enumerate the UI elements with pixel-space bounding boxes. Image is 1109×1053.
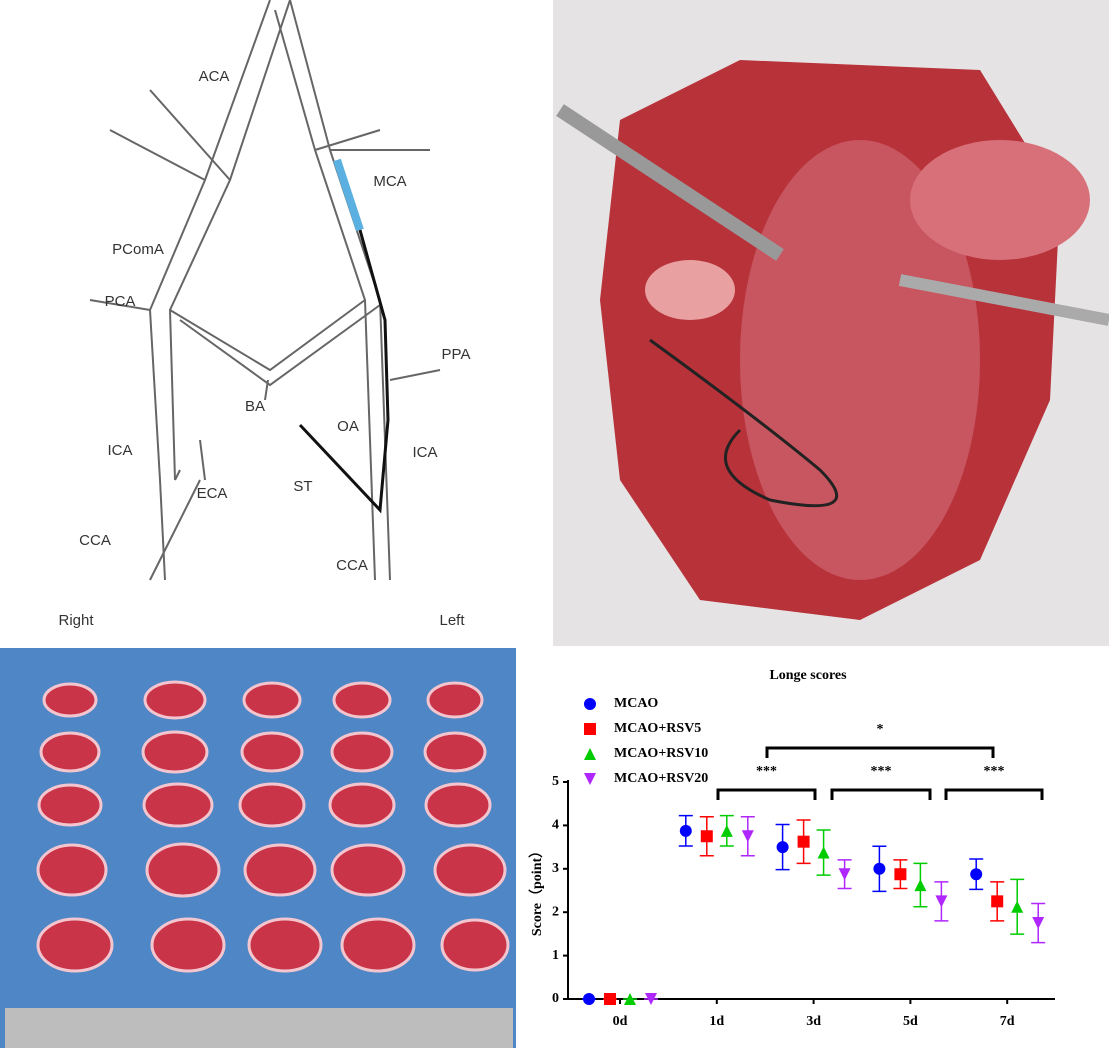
x-tick-label: 7d	[1000, 1014, 1015, 1029]
y-tick-label: 5	[552, 774, 559, 789]
chart: Longe scores Score（point） 0 1 2 3 4 5 0d 1d 3d 5d…	[529, 668, 1055, 1029]
marker	[584, 773, 596, 785]
surgery-photo	[553, 0, 1109, 646]
y-tick-label: 1	[552, 948, 559, 963]
vessel-diagram: ACA MCA PComA PCA PPA BA OA ICA ICA ECA ST CCA CCA Ri…	[58, 0, 470, 629]
significance-bracket	[765, 746, 995, 758]
diagram-label: CCA	[79, 532, 111, 549]
legend-label: MCAO	[614, 696, 658, 711]
diagram-label: ECA	[197, 485, 228, 502]
marker	[700, 830, 713, 843]
x-tick-label: 0d	[613, 1014, 628, 1029]
diagram-label: PPA	[442, 346, 471, 363]
diagram-label: ACA	[199, 68, 230, 85]
marker	[645, 993, 657, 1005]
x-tick-label: 3d	[806, 1014, 821, 1029]
diagram-label: ST	[293, 478, 312, 495]
diagram-label: ICA	[412, 444, 437, 461]
marker	[776, 841, 789, 854]
significance-label: ***	[756, 764, 777, 779]
marker	[970, 868, 983, 881]
y-axis-label: Score（point）	[529, 844, 545, 936]
x-tick-label: 5d	[903, 1014, 918, 1029]
x-tick-label: 1d	[709, 1014, 724, 1029]
significance-label: ***	[984, 764, 1005, 779]
marker	[991, 895, 1004, 908]
y-tick-label: 0	[552, 991, 559, 1006]
marker	[894, 868, 907, 881]
marker	[741, 830, 754, 843]
marker	[914, 879, 927, 892]
marker	[935, 895, 948, 908]
significance-bracket	[716, 788, 817, 800]
marker	[838, 868, 851, 881]
marker	[817, 846, 830, 859]
significance-label: ***	[871, 764, 892, 779]
marker	[873, 862, 886, 875]
marker	[584, 698, 596, 710]
diagram-label: PComA	[112, 241, 164, 258]
brain-slices-photo	[0, 648, 516, 1048]
marker	[583, 993, 595, 1005]
marker	[679, 824, 692, 837]
significance-bracket	[944, 788, 1044, 800]
diagram-label: ICA	[107, 442, 132, 459]
diagram-label: CCA	[336, 557, 368, 574]
marker	[720, 824, 733, 837]
marker	[1011, 900, 1024, 913]
significance-bracket	[830, 788, 932, 800]
marker	[624, 993, 636, 1005]
diagram-label: PCA	[105, 293, 136, 310]
legend-label: MCAO+RSV20	[614, 771, 708, 786]
y-tick-label: 3	[552, 861, 559, 876]
chart-title: Longe scores	[769, 668, 847, 683]
marker	[584, 748, 596, 760]
marker	[584, 723, 596, 735]
diagram-label: OA	[337, 418, 359, 435]
y-tick-label: 2	[552, 904, 559, 919]
legend-label: MCAO+RSV10	[614, 746, 708, 761]
diagram-label: BA	[245, 398, 265, 415]
diagram-label: Right	[58, 612, 94, 629]
marker	[604, 993, 616, 1005]
y-tick-label: 4	[552, 818, 559, 833]
significance-label: *	[877, 722, 884, 737]
diagram-label: MCA	[373, 173, 406, 190]
legend-label: MCAO+RSV5	[614, 721, 701, 736]
marker	[1032, 917, 1045, 930]
marker	[797, 835, 810, 848]
diagram-label: Left	[439, 612, 465, 629]
